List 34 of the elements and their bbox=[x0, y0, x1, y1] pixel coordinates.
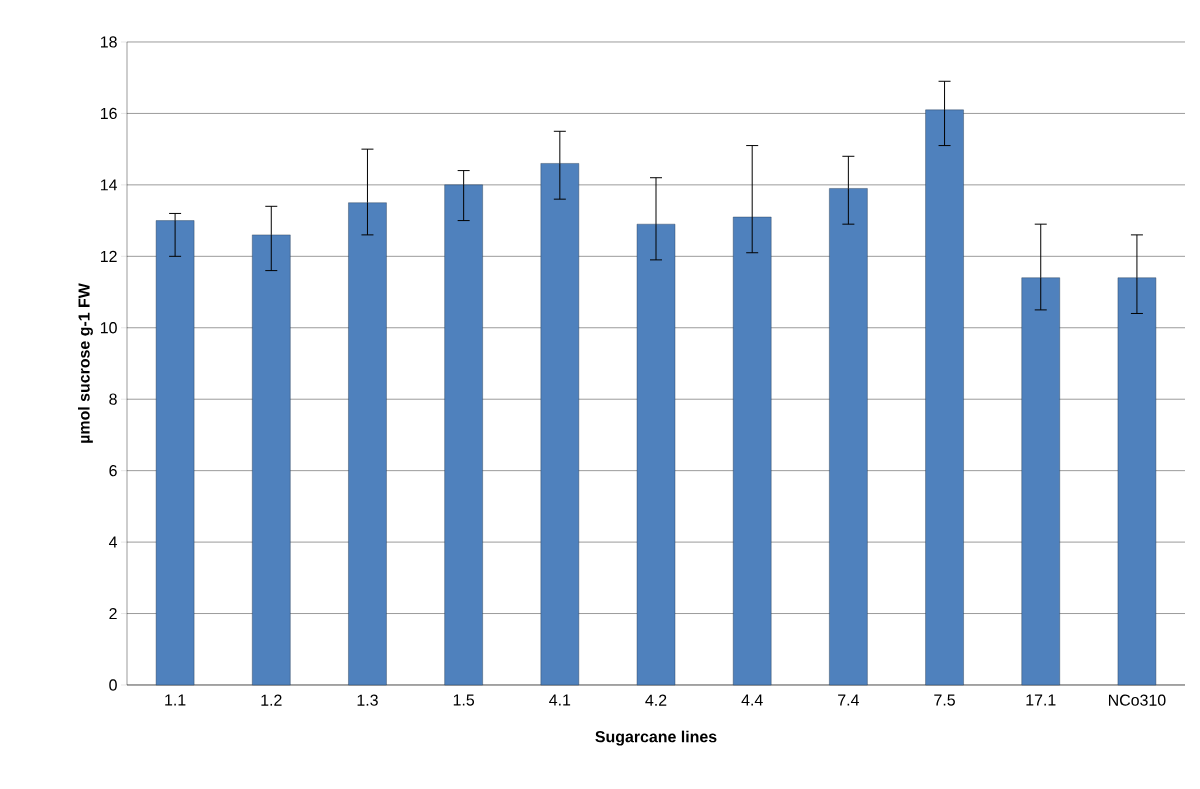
bar bbox=[252, 234, 291, 686]
x-tick-label: 7.5 bbox=[934, 694, 955, 706]
bar bbox=[540, 163, 580, 686]
x-tick-label: 17.1 bbox=[1026, 694, 1056, 706]
y-tick-label: 12 bbox=[100, 250, 117, 262]
y-tick-label: 10 bbox=[100, 322, 117, 334]
y-tick-label: 4 bbox=[108, 536, 118, 548]
x-tick-label: 1.2 bbox=[261, 694, 282, 706]
x-tick-label: 1.3 bbox=[357, 694, 378, 706]
x-tick-label: 4.2 bbox=[645, 694, 667, 706]
x-tick-label: 1.1 bbox=[165, 694, 186, 706]
bar bbox=[1117, 277, 1157, 686]
y-axis-title: µmol sucrose g-1 FW bbox=[77, 283, 93, 443]
y-tick-label: 8 bbox=[109, 393, 117, 405]
y-tick-label: 14 bbox=[100, 179, 118, 191]
y-tick-label: 6 bbox=[109, 465, 117, 477]
x-tick-label: 4.1 bbox=[549, 694, 571, 706]
x-tick-label: 4.4 bbox=[741, 694, 763, 706]
y-tick-label: 18 bbox=[100, 36, 117, 48]
bar bbox=[1021, 277, 1060, 686]
bar bbox=[636, 223, 676, 686]
x-tick-label: NCo310 bbox=[1108, 694, 1166, 706]
x-axis-title: Sugarcane lines bbox=[595, 730, 717, 746]
bar bbox=[348, 202, 387, 686]
x-tick-label: 1.5 bbox=[453, 694, 475, 706]
bar bbox=[829, 188, 868, 686]
bar bbox=[155, 220, 195, 686]
y-tick-label: 2 bbox=[109, 607, 117, 620]
y-tick-label: 16 bbox=[100, 107, 117, 120]
bar bbox=[925, 109, 964, 686]
bar bbox=[733, 216, 772, 686]
y-tick-label: 0 bbox=[109, 679, 117, 691]
bar bbox=[444, 184, 483, 686]
x-tick-label: 7.4 bbox=[838, 694, 859, 706]
